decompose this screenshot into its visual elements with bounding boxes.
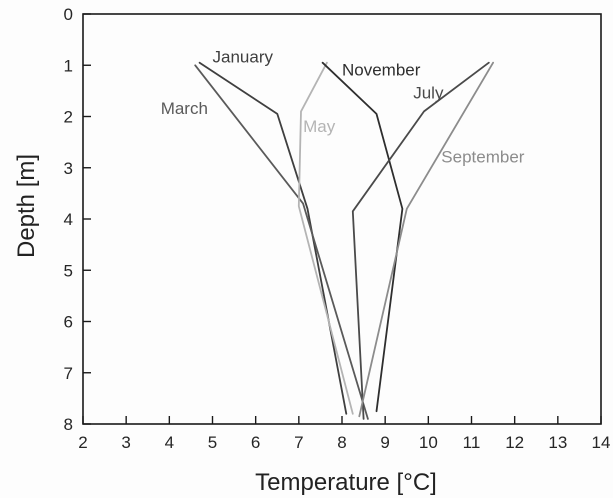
series-label-november: November <box>342 61 421 80</box>
x-tick-label: 7 <box>294 433 303 452</box>
x-tick-label: 14 <box>592 433 611 452</box>
x-tick-label: 9 <box>380 433 389 452</box>
y-axis-title: Depth [m] <box>13 154 40 258</box>
y-tick-label: 2 <box>64 108 73 127</box>
y-tick-label: 3 <box>64 159 73 178</box>
series-lines <box>194 61 495 420</box>
x-tick-label: 8 <box>337 433 346 452</box>
y-tick-label: 8 <box>64 415 73 434</box>
x-tick-label: 6 <box>251 433 260 452</box>
series-line-may <box>297 61 354 415</box>
x-tick-label: 13 <box>548 433 567 452</box>
x-tick-label: 2 <box>78 433 87 452</box>
y-tick-label: 7 <box>64 364 73 383</box>
x-tick-label: 5 <box>208 433 217 452</box>
series-labels: January March May November July September <box>161 48 525 167</box>
y-tick-label: 6 <box>64 313 73 332</box>
x-tick-label: 4 <box>165 433 174 452</box>
y-tick-label: 0 <box>64 5 73 24</box>
x-tick-label: 3 <box>121 433 130 452</box>
x-axis-title: Temperature [°C] <box>255 469 437 496</box>
series-line-july <box>351 61 490 420</box>
series-line-september <box>358 61 495 418</box>
series-label-july: July <box>413 84 444 103</box>
x-axis: 2 3 4 5 6 7 8 9 10 11 12 13 14 <box>78 416 610 452</box>
y-tick-label: 5 <box>64 261 73 280</box>
series-label-march: March <box>161 99 208 118</box>
x-tick-label: 12 <box>505 433 524 452</box>
series-label-january: January <box>213 48 274 67</box>
y-axis: 0 1 2 3 4 5 6 7 8 <box>64 5 91 434</box>
x-tick-label: 11 <box>463 433 481 452</box>
series-line-march <box>194 64 369 420</box>
series-label-may: May <box>303 117 336 136</box>
y-tick-label: 4 <box>64 210 73 229</box>
x-tick-label: 10 <box>419 433 438 452</box>
y-tick-label: 1 <box>64 56 73 75</box>
series-label-september: September <box>441 148 524 167</box>
